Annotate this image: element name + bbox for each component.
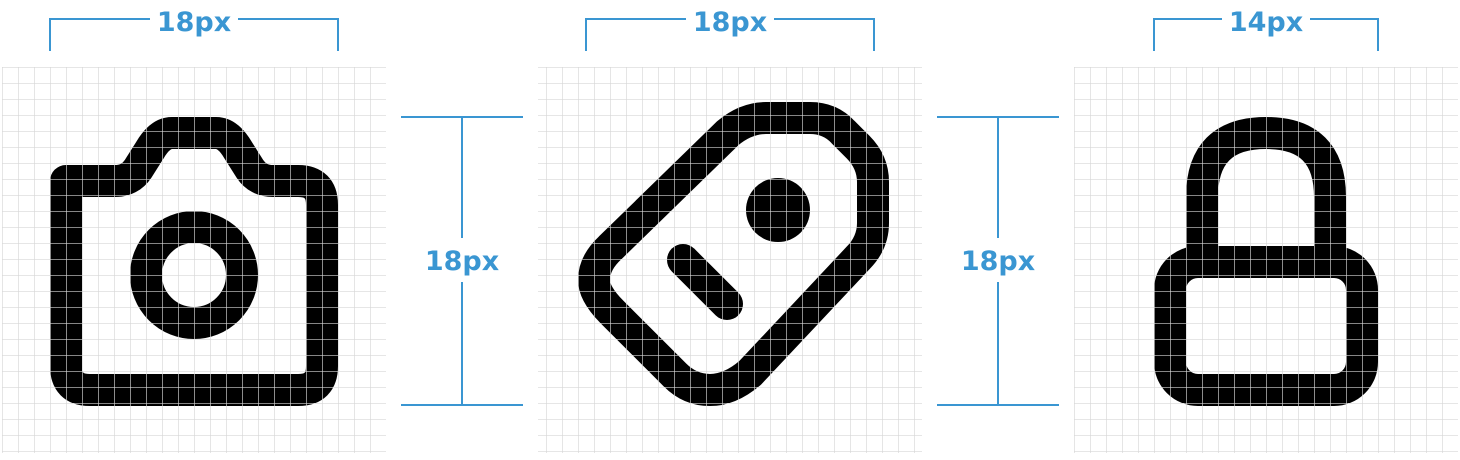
- width-dimension: [49, 18, 339, 51]
- width-label: 18px: [157, 7, 231, 38]
- lock-panel: 14px: [1074, 7, 1458, 453]
- tag-panel: 18px: [538, 7, 922, 453]
- camera-panel: 18px: [2, 7, 386, 453]
- width-dimension: [1153, 18, 1379, 51]
- grid-overlay: [2, 67, 386, 453]
- width-label: 14px: [1229, 7, 1303, 38]
- height-label: 18px: [961, 246, 1035, 277]
- height-dimension: 18px: [937, 116, 1059, 406]
- height-dimension: 18px: [401, 116, 523, 406]
- grid-overlay: [538, 67, 922, 453]
- height-label: 18px: [425, 246, 499, 277]
- grid-overlay: [1074, 67, 1458, 453]
- width-label: 18px: [693, 7, 767, 38]
- width-dimension: [585, 18, 875, 51]
